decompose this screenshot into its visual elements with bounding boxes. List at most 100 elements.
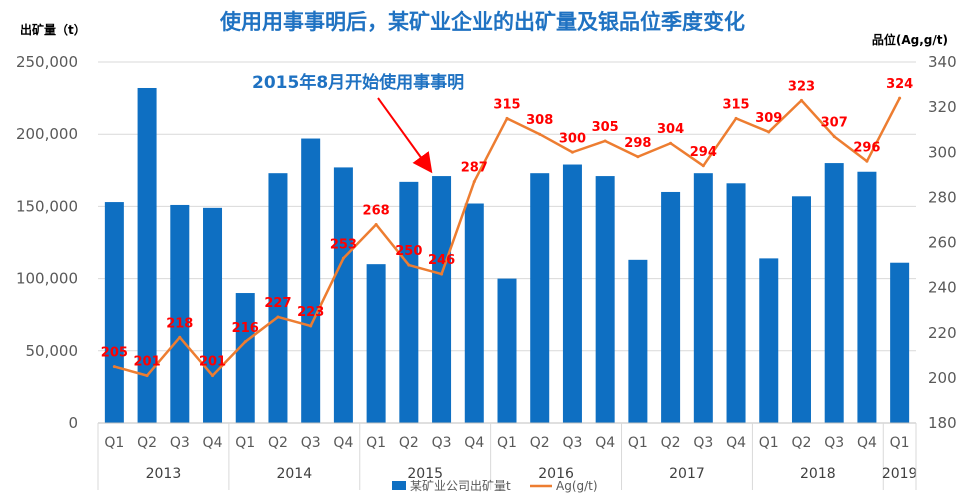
- y-tick-label: 150,000: [16, 197, 78, 215]
- bar: [857, 171, 877, 423]
- x-tick-label: Q4: [857, 435, 877, 451]
- bar: [399, 181, 419, 423]
- bar: [726, 183, 746, 423]
- data-label: 201: [199, 355, 226, 370]
- line-point: [472, 180, 476, 184]
- annotation: 2015年8月开始使用事事明: [252, 72, 464, 174]
- data-label: 307: [821, 115, 848, 130]
- y2-tick-label: 320: [928, 98, 957, 116]
- y2-tick-label: 220: [928, 324, 957, 342]
- data-label: 315: [493, 97, 520, 112]
- line-point: [211, 374, 215, 378]
- bar: [170, 204, 190, 423]
- data-label: 296: [853, 140, 880, 155]
- x-tick-label: Q4: [595, 435, 615, 451]
- x-tick-label: Q3: [301, 435, 321, 451]
- x-tick-label: Q1: [759, 435, 779, 451]
- bar: [791, 196, 811, 423]
- line-point: [701, 164, 705, 168]
- data-label: 305: [592, 120, 619, 135]
- bar: [268, 173, 288, 423]
- line-point: [341, 256, 345, 260]
- y-tick-label: 200,000: [16, 125, 78, 143]
- bar: [464, 203, 484, 423]
- line-point: [309, 324, 313, 328]
- data-label: 324: [886, 77, 913, 92]
- data-label: 216: [232, 321, 259, 336]
- line-point: [603, 139, 607, 143]
- annotation-arrow: [377, 97, 433, 174]
- bar: [890, 262, 910, 423]
- y-tick-label: 0: [68, 414, 78, 432]
- line-point: [538, 132, 542, 136]
- data-label: 304: [657, 122, 684, 137]
- data-label: 287: [461, 161, 488, 176]
- x-tick-label: Q1: [497, 435, 517, 451]
- legend: 某矿业公司出矿量t Ag(g/t): [392, 479, 598, 493]
- line-point: [243, 340, 247, 344]
- bar: [366, 264, 386, 423]
- data-label: 218: [166, 316, 193, 331]
- bar: [595, 176, 615, 423]
- y2-tick-label: 300: [928, 143, 957, 161]
- line-point: [865, 159, 869, 163]
- y2-tick-label: 280: [928, 188, 957, 206]
- x-tick-label: Q2: [137, 435, 157, 451]
- x-tick-label: Q3: [824, 435, 844, 451]
- bar: [824, 163, 844, 423]
- data-label: 298: [624, 136, 651, 151]
- bar: [432, 176, 452, 423]
- bar: [203, 207, 223, 423]
- bar: [497, 278, 517, 423]
- bar: [301, 138, 321, 424]
- legend-bar-swatch: [392, 481, 406, 490]
- data-label: 294: [690, 145, 717, 160]
- bar: [333, 167, 353, 423]
- y2-tick-label: 240: [928, 279, 957, 297]
- line-point: [276, 315, 280, 319]
- x-tick-label: Q4: [726, 435, 746, 451]
- bar: [530, 173, 550, 423]
- bar: [759, 258, 779, 423]
- year-label: 2018: [800, 466, 836, 482]
- axes: 0 50,000 100,000 150,000 200,000 250,000 180 20…: [16, 53, 957, 490]
- line-point: [145, 374, 149, 378]
- x-tick-label: Q1: [235, 435, 255, 451]
- bar: [628, 259, 648, 423]
- line-point: [898, 96, 902, 100]
- data-label: 223: [297, 305, 324, 320]
- data-label: 315: [722, 97, 749, 112]
- chart-title: 使用用事事明后，某矿业企业的出矿量及银品位季度变化: [220, 10, 745, 34]
- y2-axis-label: 品位(Ag,g/t): [872, 32, 948, 47]
- data-labels: 205 201 218 201 216 227 223 253 268 250 246 287 315 3…: [101, 77, 913, 370]
- line-point: [734, 116, 738, 120]
- line-point: [112, 365, 116, 369]
- line-point: [799, 98, 803, 102]
- x-tick-label: Q4: [203, 435, 223, 451]
- line-point: [178, 335, 182, 339]
- line-point: [570, 150, 574, 154]
- year-label: 2014: [276, 466, 312, 482]
- line-point: [440, 272, 444, 276]
- x-tick-label: Q2: [661, 435, 681, 451]
- x-tick-label: Q3: [562, 435, 582, 451]
- y-tick-label: 100,000: [16, 270, 78, 288]
- bar: [562, 164, 582, 424]
- data-label: 201: [134, 355, 161, 370]
- y2-tick-label: 340: [928, 53, 957, 71]
- x-tick-label: Q4: [464, 435, 484, 451]
- x-tick-label: Q4: [333, 435, 353, 451]
- line-point: [407, 263, 411, 267]
- y2-tick-label: 260: [928, 234, 957, 252]
- data-label: 300: [559, 131, 586, 146]
- x-tick-label: Q1: [628, 435, 648, 451]
- bar: [235, 293, 255, 423]
- x-tick-label: Q2: [399, 435, 419, 451]
- data-label: 227: [264, 296, 291, 311]
- y-tick-label: 250,000: [16, 53, 78, 71]
- line-point: [832, 134, 836, 138]
- x-tick-label: Q1: [104, 435, 124, 451]
- bar: [137, 87, 157, 423]
- y2-tick-label: 180: [928, 414, 957, 432]
